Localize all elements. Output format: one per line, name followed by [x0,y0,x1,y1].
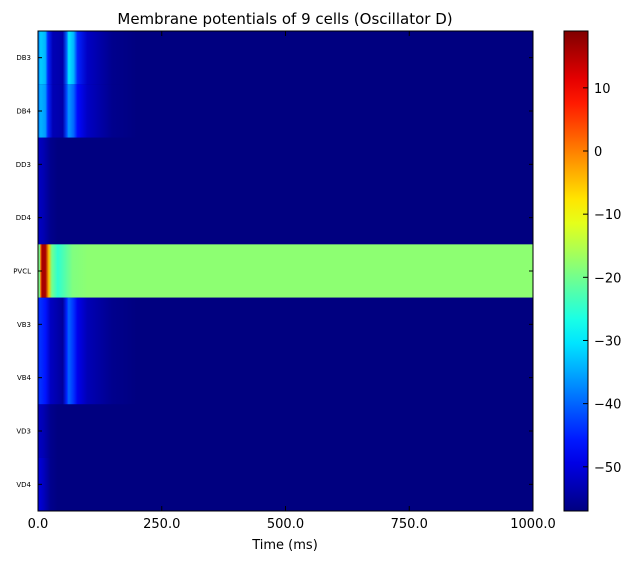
heatmap-row-dd4 [38,191,533,245]
colorbar-tick-label: −30 [594,334,621,349]
heatmap-row-vd3 [38,404,533,458]
heatmap-row-db3 [38,31,533,85]
colorbar-tick-label: −20 [594,271,621,286]
colorbar-tick-label: −50 [594,461,621,476]
colorbar: 10 0 −10 −20 −30 −40 −50 [563,30,621,512]
row-label-dd4: DD4 [16,214,32,222]
y-axis-ticks: DB3 DB4 DD3 DD4 PVCL VB3 VB4 VD3 VD4 [13,54,533,489]
heatmap-row-db4 [38,84,533,138]
x-tick-label: 750.0 [391,517,428,532]
x-tick-label: 1000.0 [510,517,556,532]
colorbar-frame [563,30,589,512]
heatmap-rows [38,31,533,511]
row-label-vb3: VB3 [17,321,31,329]
row-label-vb4: VB4 [17,374,32,382]
row-label-vd4: VD4 [16,481,31,489]
heatmap-row-pvcl [38,244,533,298]
x-axis-ticks: 0.0 250.0 500.0 750.0 1000.0 [28,31,556,532]
row-label-dd3: DD3 [16,161,31,169]
colorbar-tick-label: 0 [594,145,602,160]
plot-area: 0.0 250.0 500.0 750.0 1000.0 DB3 DB4 DD3 DD4 PVC… [13,30,556,532]
heatmap-row-vb4 [38,351,533,405]
colorbar-tick-label: 10 [594,82,611,97]
x-tick-label: 500.0 [267,517,304,532]
x-axis-label: Time (ms) [251,538,318,553]
row-label-vd3: VD3 [16,428,31,436]
colorbar-tick-label: −10 [594,208,621,223]
x-tick-label: 250.0 [143,517,180,532]
heatmap-row-vb3 [38,297,533,351]
colorbar-tick-label: −40 [594,398,621,413]
row-label-pvcl: PVCL [13,268,31,276]
heatmap-row-dd3 [38,137,533,191]
row-label-db3: DB3 [16,54,31,62]
row-label-db4: DB4 [16,108,31,116]
heatmap-row-vd4 [38,457,533,511]
chart-title: Membrane potentials of 9 cells (Oscillat… [117,10,452,28]
colorbar-ticks: 10 0 −10 −20 −30 −40 −50 [583,82,621,476]
x-tick-label: 0.0 [28,517,49,532]
colorbar-gradient [564,31,588,511]
